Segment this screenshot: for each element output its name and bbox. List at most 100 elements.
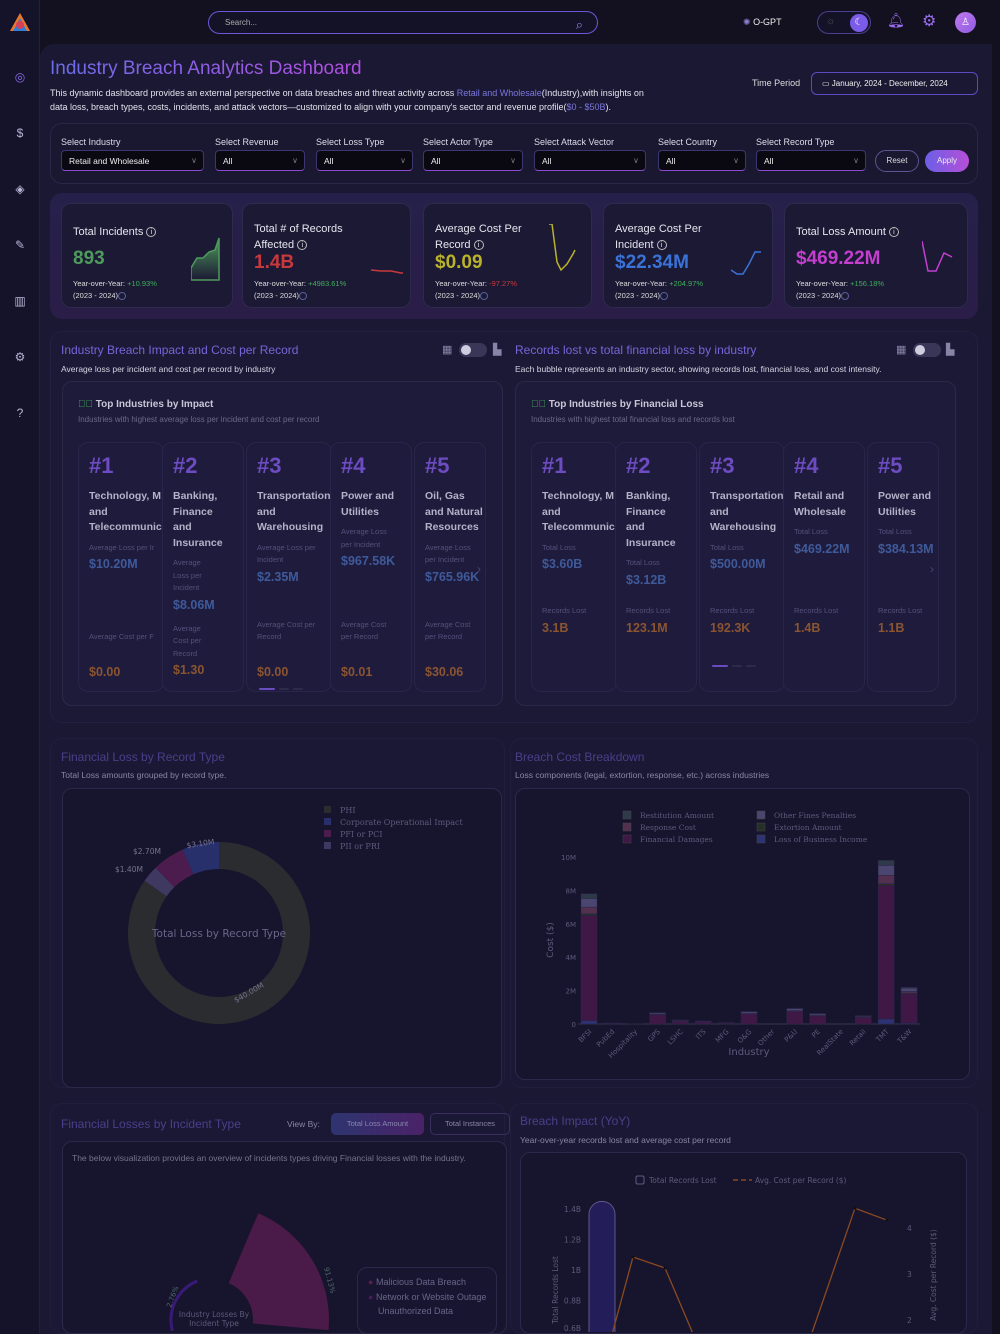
info-icon[interactable] — [118, 292, 127, 301]
bar-segment[interactable] — [580, 913, 598, 916]
avg-cost-line-segment[interactable] — [854, 1207, 888, 1221]
industry-rank-card[interactable]: #5 Oil, Gas and Natural Resources Average … — [414, 442, 486, 692]
bar-segment[interactable] — [580, 915, 598, 1021]
search-input[interactable]: Search... ⌕ — [208, 11, 598, 34]
bar-segment[interactable] — [877, 860, 895, 866]
layers-icon[interactable]: ◈ — [15, 182, 25, 196]
info-icon[interactable] — [480, 292, 489, 301]
bar-segment[interactable] — [695, 1021, 712, 1025]
bar-segment[interactable] — [580, 893, 598, 900]
info-icon[interactable]: i — [888, 227, 899, 238]
bar-segment[interactable] — [672, 1020, 689, 1025]
legend-item[interactable]: ● Malicious Data Breach — [368, 1276, 493, 1288]
carousel-dot[interactable] — [746, 665, 756, 667]
info-icon[interactable] — [660, 292, 669, 301]
total-instances-button[interactable]: Total Instances — [430, 1113, 510, 1135]
industry-rank-card[interactable]: #3 Transportation and Warehousing Average … — [246, 442, 332, 692]
magic-wand-icon[interactable]: ✎ — [14, 238, 26, 252]
bar-segment[interactable] — [786, 1007, 803, 1009]
records-grid-view-icon[interactable]: ▦ — [896, 344, 907, 356]
carousel-dot-active[interactable] — [712, 665, 728, 667]
avg-cost-line-segment[interactable] — [612, 1256, 634, 1333]
legend-label[interactable]: PFI or PCI — [340, 830, 382, 839]
polar-sector[interactable] — [169, 1279, 198, 1332]
filter-select[interactable]: All ∨ — [756, 150, 866, 171]
legend-item[interactable]: Unauthorized Data — [368, 1305, 493, 1317]
legend-label[interactable]: Other Fines Penalties — [774, 811, 856, 820]
search-icon[interactable]: ⌕ — [575, 17, 583, 32]
donut-slice[interactable] — [144, 867, 175, 897]
avg-cost-line-segment[interactable] — [811, 1208, 856, 1333]
bar-segment[interactable] — [877, 885, 895, 1020]
dollar-icon[interactable]: $ — [16, 126, 24, 140]
records-view-toggle[interactable] — [913, 343, 941, 357]
help-icon[interactable]: ? — [16, 406, 24, 420]
ogpt-button[interactable]: ✺ O-GPT — [743, 14, 782, 30]
filter-select[interactable]: All ∨ — [215, 150, 305, 171]
industry-rank-card[interactable]: #5 Power and Utilities Total Loss $384.13… — [867, 442, 939, 692]
legend-label[interactable]: PHI — [340, 806, 356, 815]
legend-item[interactable]: ● Network or Website Outage — [368, 1291, 493, 1303]
legend-label[interactable]: Restitution Amount — [640, 811, 714, 820]
bar-segment[interactable] — [740, 1013, 758, 1025]
apply-button[interactable]: Apply — [925, 150, 969, 172]
bar-segment[interactable] — [877, 1018, 895, 1025]
industry-rank-card[interactable]: #2 Banking, Finance and Insurance Total Los… — [615, 442, 697, 692]
bar-segment[interactable] — [900, 987, 918, 992]
chevron-right-icon[interactable]: › — [477, 562, 481, 576]
legend-label[interactable]: Corporate Operational Impact — [340, 818, 464, 827]
filter-select[interactable]: All ∨ — [534, 150, 646, 171]
bar-segment[interactable] — [900, 987, 918, 989]
industry-rank-card[interactable]: #1 Technology, M and Telecommunic Average … — [78, 442, 164, 692]
bar-segment[interactable] — [809, 1015, 826, 1025]
bar-segment[interactable] — [877, 875, 895, 884]
bar-segment[interactable] — [877, 865, 895, 876]
legend-label[interactable]: Loss of Business Income — [774, 835, 868, 844]
industry-rank-card[interactable]: #3 Transportation and Warehousing Total Lo… — [699, 442, 785, 692]
filter-select[interactable]: All ∨ — [658, 150, 746, 171]
bell-icon[interactable]: 🔔︎ — [887, 12, 905, 28]
bar-segment[interactable] — [786, 1011, 803, 1025]
legend-label[interactable]: PII or PRI — [340, 842, 380, 851]
line-point[interactable] — [853, 1206, 857, 1210]
legend-label[interactable]: Total Records Lost — [648, 1176, 717, 1185]
industry-rank-card[interactable]: #1 Technology, M and Telecommunic Total Lo… — [531, 442, 617, 692]
legend-label[interactable]: Avg. Cost per Record ($) — [755, 1176, 847, 1185]
carousel-dot[interactable] — [279, 688, 289, 690]
chart-view-icon[interactable]: ▙ — [493, 344, 502, 356]
industry-rank-card[interactable]: #4 Power and Utilities Average Loss per In… — [330, 442, 412, 692]
line-point[interactable] — [663, 1266, 667, 1270]
records-bar[interactable] — [588, 1200, 616, 1332]
app-logo[interactable] — [9, 12, 31, 34]
carousel-dot[interactable] — [732, 665, 742, 667]
bar-segment[interactable] — [740, 1011, 758, 1014]
bar-segment[interactable] — [649, 1014, 666, 1025]
filter-select[interactable]: Retail and Wholesale ∨ — [61, 150, 204, 171]
settings-icon[interactable]: ⚙ — [922, 13, 937, 30]
info-icon[interactable]: i — [297, 240, 308, 251]
info-icon[interactable]: i — [473, 240, 484, 251]
bar-segment[interactable] — [900, 991, 918, 994]
industry-rank-card[interactable]: #4 Retail and Wholesale Total Loss $469.2… — [783, 442, 865, 692]
polar-sector[interactable] — [228, 1213, 329, 1331]
avg-cost-line-segment[interactable] — [664, 1267, 693, 1333]
donut-slice[interactable] — [128, 842, 310, 1024]
chevron-right-icon[interactable]: › — [930, 562, 934, 576]
avatar[interactable]: ♙ — [955, 12, 976, 33]
avg-cost-line-segment[interactable] — [632, 1256, 666, 1269]
carousel-dot-active[interactable] — [259, 688, 275, 690]
bar-segment[interactable] — [900, 993, 918, 1024]
chart-icon[interactable]: ▥ — [14, 294, 26, 308]
info-icon[interactable] — [841, 292, 850, 301]
filter-select[interactable]: All ∨ — [316, 150, 413, 171]
fingerprint-icon[interactable]: ◎ — [14, 70, 26, 84]
info-icon[interactable] — [299, 292, 308, 301]
theme-toggle[interactable]: ☼ ☾ — [817, 11, 871, 34]
donut-slice[interactable] — [155, 849, 194, 888]
bar-segment[interactable] — [580, 906, 598, 915]
carousel-dot[interactable] — [293, 688, 303, 690]
bar-segment[interactable] — [877, 883, 895, 886]
time-period-picker[interactable]: ▭ January, 2024 - December, 2024 — [811, 72, 978, 95]
legend-label[interactable]: Extortion Amount — [774, 823, 842, 832]
line-point[interactable] — [631, 1255, 635, 1259]
